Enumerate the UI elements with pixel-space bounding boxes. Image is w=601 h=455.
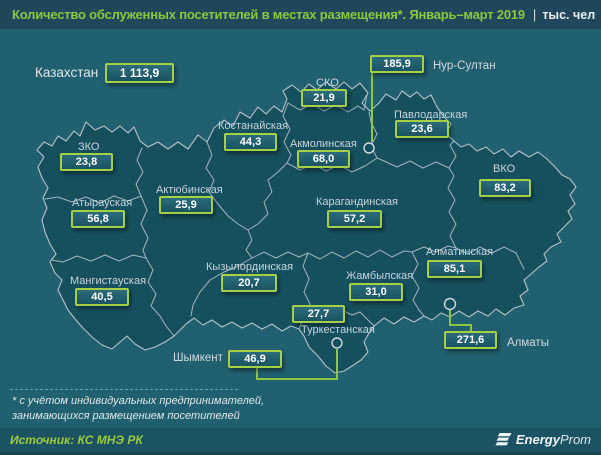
- city-value-shymkent: 46,9: [228, 350, 282, 368]
- region-label-zko: ЗКО: [78, 141, 100, 153]
- region-value-sko: 21,9: [301, 89, 347, 107]
- region-label-kostanay: Костанайская: [218, 120, 289, 132]
- source-label: Источник: КС МНЭ РК: [10, 433, 143, 447]
- region-label-aktobe: Актюбинская: [156, 184, 223, 196]
- title-separator: |: [532, 7, 537, 22]
- region-value-almaty-region: 85,1: [427, 260, 482, 278]
- region-value-vko: 83,2: [479, 179, 531, 197]
- energyprom-logo: Energy Prom: [495, 432, 591, 447]
- region-label-turkestan: Туркестанская: [301, 324, 375, 336]
- region-value-kyzylorda: 20,7: [221, 274, 277, 292]
- city-marker-nur-sultan: [363, 142, 375, 154]
- region-label-akmola: Акмолинская: [290, 138, 357, 150]
- unit-label: тыс. чел: [542, 7, 596, 22]
- chart-title: Количество обслуженных посетителей в мес…: [12, 7, 525, 22]
- region-label-mangystau: Мангистауская: [70, 275, 147, 287]
- city-label-shymkent: Шымкент: [173, 352, 223, 364]
- region-label-karaganda: Карагандинская: [316, 196, 398, 208]
- region-label-vko: ВКО: [493, 163, 516, 175]
- footnote-line2: занимающихся размещением посетителей: [12, 410, 240, 422]
- region-label-zhambyl: Жамбылская: [346, 270, 414, 282]
- header-bar: Количество обслуженных посетителей в мес…: [0, 0, 601, 29]
- city-value-almaty: 271,6: [444, 331, 497, 349]
- city-label-almaty: Алматы: [507, 337, 549, 349]
- footnote-separator: [10, 389, 238, 390]
- country-outline: [36, 81, 577, 374]
- city-label-nur-sultan: Нур-Султан: [433, 60, 496, 72]
- region-label-atyrau: Атырауская: [72, 197, 133, 209]
- region-value-karaganda: 57,2: [327, 210, 382, 228]
- source-band: Источник: КС МНЭ РК Energy Prom: [0, 428, 601, 455]
- region-label-pavlodar: Павлодарская: [394, 109, 468, 121]
- region-value-turkestan: 27,7: [292, 305, 345, 323]
- kazakhstan-map: [36, 73, 577, 380]
- connector-almaty: [449, 310, 472, 331]
- region-value-zko: 23,8: [60, 153, 113, 171]
- city-value-nur-sultan: 185,9: [370, 55, 424, 73]
- city-marker-almaty: [443, 297, 457, 311]
- region-value-pavlodar: 23,6: [395, 120, 449, 138]
- total-value: 1 113,9: [105, 63, 174, 83]
- logo-text-light: Prom: [559, 432, 591, 447]
- region-label-kyzylorda: Кызылординская: [206, 261, 294, 273]
- connector-shymkent: [256, 349, 338, 380]
- region-value-kostanay: 44,3: [224, 133, 277, 151]
- footnote: * с учётом индивидуальных предпринимател…: [12, 394, 264, 424]
- region-value-atyrau: 56,8: [71, 210, 125, 228]
- footnote-line1: * с учётом индивидуальных предпринимател…: [12, 395, 265, 407]
- region-label-almaty-region: Алматинская: [426, 246, 494, 258]
- logo-text-bold: Energy: [515, 432, 560, 447]
- total-label: Казахстан: [35, 65, 99, 80]
- region-value-zhambyl: 31,0: [349, 283, 403, 301]
- city-marker-shymkent: [331, 337, 343, 349]
- region-value-mangystau: 40,5: [75, 288, 129, 306]
- region-borders: [44, 94, 525, 337]
- region-value-aktobe: 25,9: [159, 196, 213, 214]
- energyprom-logo-icon: [495, 432, 512, 445]
- connector-lines: [256, 73, 472, 380]
- region-label-sko: СКО: [316, 77, 339, 89]
- region-value-akmola: 68,0: [297, 150, 350, 168]
